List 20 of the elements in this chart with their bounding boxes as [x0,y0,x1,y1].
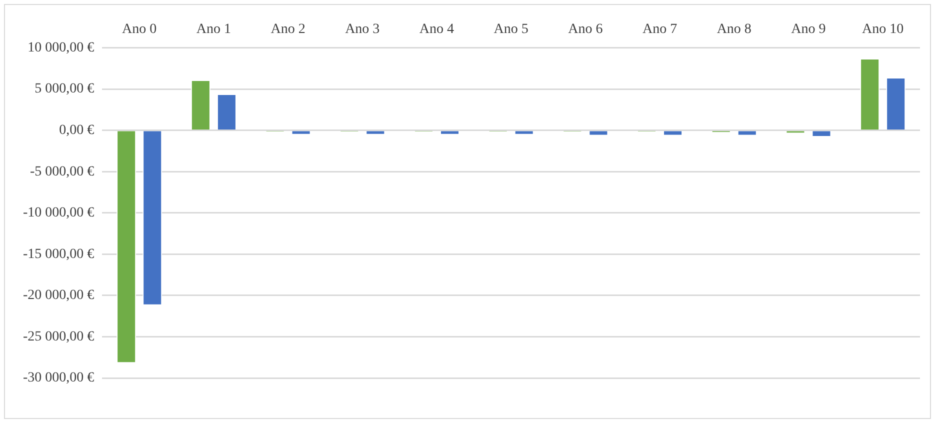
x-tick-label: Ano 8 [716,22,752,38]
y-tick-label: 10 000,00 € [28,40,94,56]
x-tick-label: Ano 5 [494,22,528,38]
x-tick-label: Ano 9 [791,22,826,38]
y-tick-label: -10 000,00 € [22,206,94,221]
y-tick-label: -20 000,00 € [22,288,94,304]
x-tick-label: Ano 4 [419,22,454,38]
x-tick-label: Ano 10 [862,22,904,38]
x-tick-label: Ano 2 [270,22,306,38]
y-tick-label: 5 000,00 € [34,82,94,97]
x-tick-label: Ano 7 [642,22,678,38]
x-tick-label: Ano 3 [345,22,380,38]
y-tick-label: 0,00 € [59,123,94,138]
y-tick-label: -15 000,00 € [22,246,94,262]
y-tick-label: -25 000,00 € [22,329,94,344]
x-tick-label: Ano 6 [568,22,603,38]
x-tick-label: Ano 0 [122,22,157,38]
x-tick-label: Ano 1 [196,22,231,38]
y-tick-label: -5 000,00 € [30,164,94,180]
y-tick-label: -30 000,00 € [22,370,94,386]
